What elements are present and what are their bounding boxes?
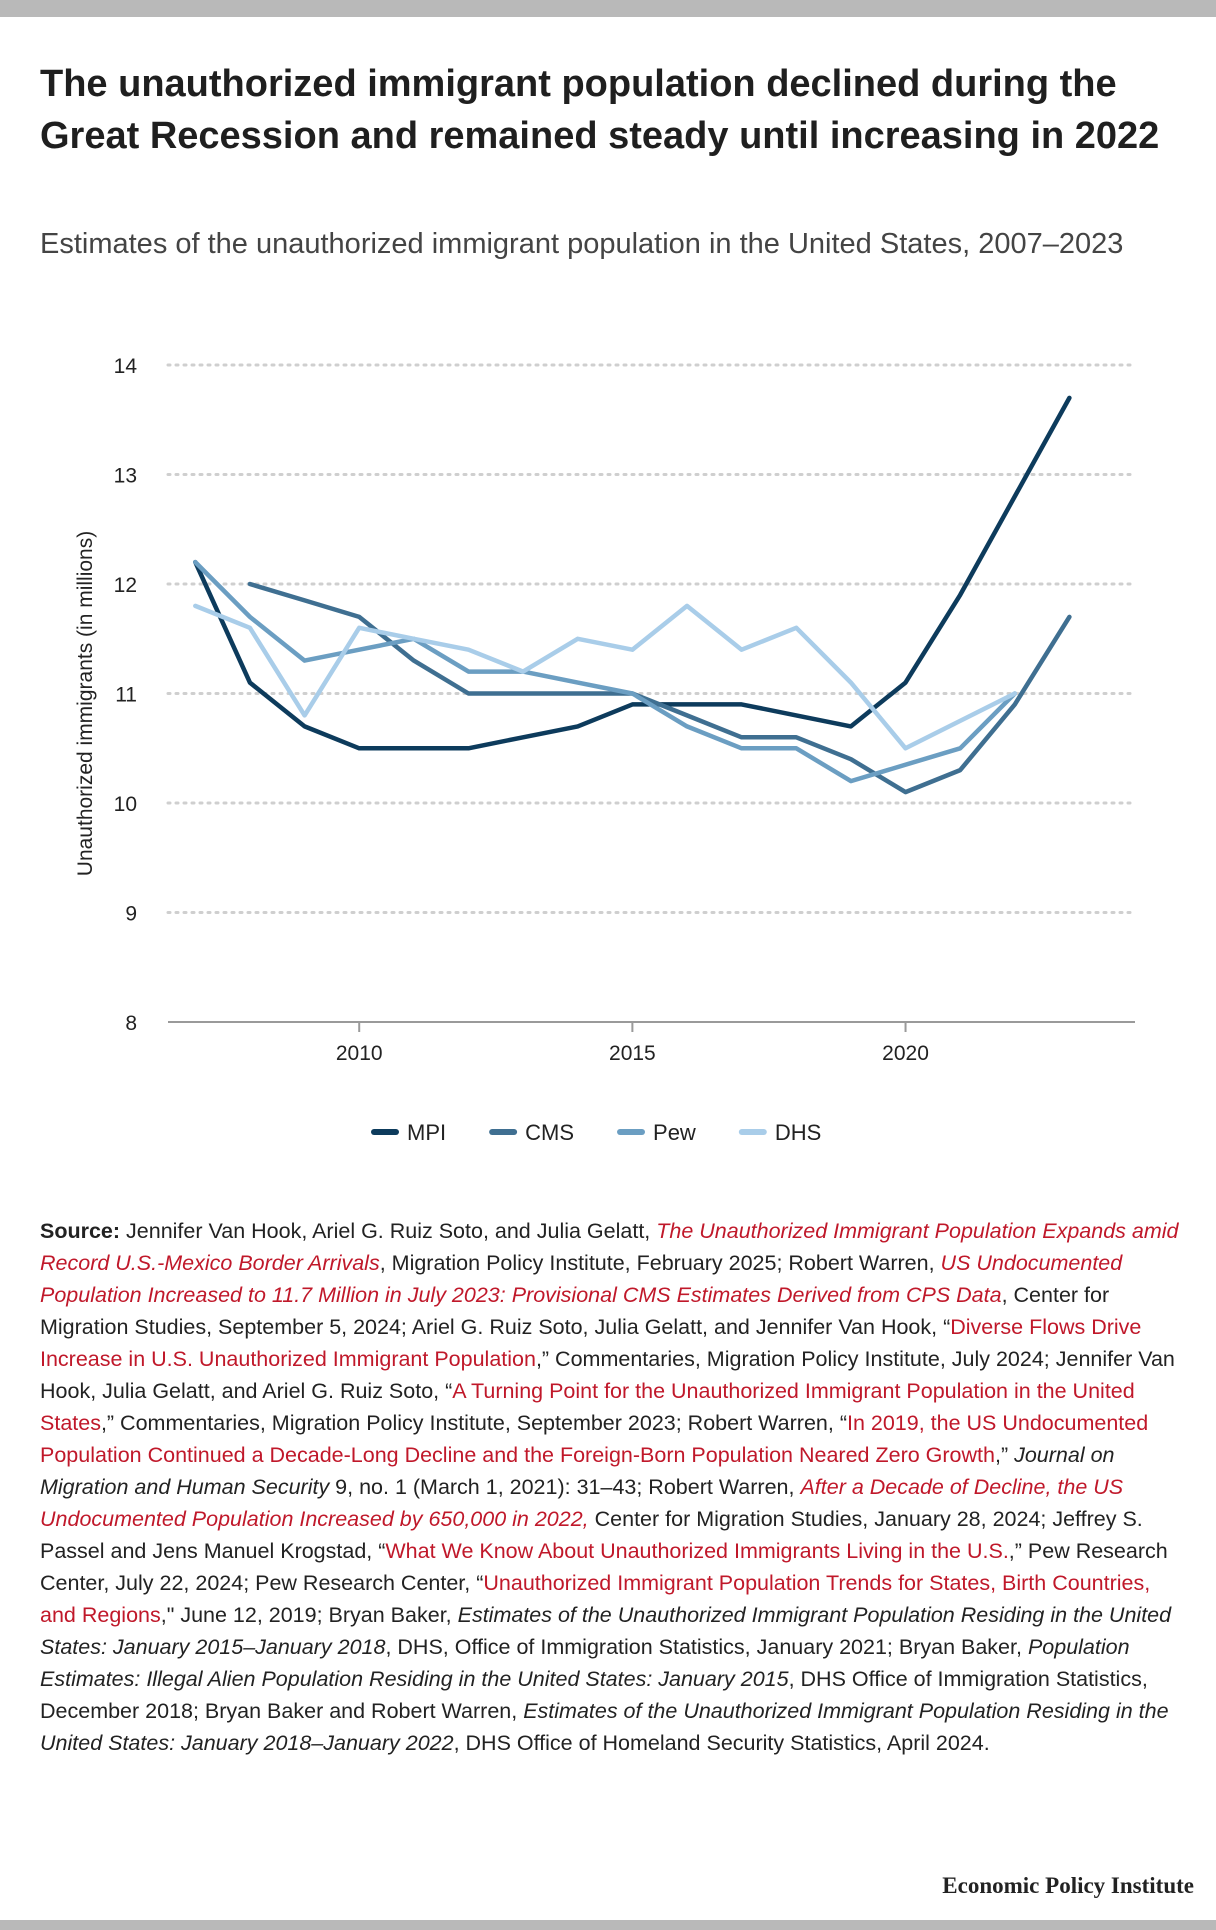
source-text: Jennifer Van Hook, Ariel G. Ruiz Soto, a… <box>120 1219 657 1243</box>
y-tick-label: 14 <box>114 355 138 378</box>
series-line-dhs <box>193 603 1018 751</box>
source-label: Source: <box>40 1219 121 1243</box>
series-line-cms <box>247 581 1072 795</box>
source-text: ,” Pew Research Center, July 22, 2024; P… <box>40 1539 1168 1595</box>
source-link[interactable]: A Turning Point for the Unauthorized Imm… <box>40 1379 1135 1435</box>
top-border-band <box>0 0 1216 17</box>
source-italic-title: Population Estimates: Illegal Alien Popu… <box>40 1635 1130 1691</box>
y-tick-label: 9 <box>125 903 137 926</box>
y-tick-label: 11 <box>115 684 137 707</box>
y-tick-label: 10 <box>114 793 137 816</box>
series-line-pew <box>193 559 1018 784</box>
source-text: ,” <box>994 1443 1015 1467</box>
source-link[interactable]: After a Decade of Decline, the US Undocu… <box>40 1475 1124 1531</box>
x-tick-label: 2020 <box>882 1042 929 1065</box>
source-text: Center for Migration Studies, January 28… <box>40 1507 1143 1563</box>
gridlines <box>166 363 1137 914</box>
source-link[interactable]: The Unauthorized Immigrant Population Ex… <box>40 1219 1179 1275</box>
y-axis-title: Unauthorized immigrants (in millions) <box>74 531 97 876</box>
source-text: , DHS Office of Immigration Statistics, … <box>40 1667 1148 1723</box>
source-italic-title: Estimates of the Unauthorized Immigrant … <box>40 1603 1172 1659</box>
line-chart: 8 9 10 11 12 13 14 2010 2015 2020 Unauthorized imm… <box>74 355 1137 1145</box>
x-tick-label: 2010 <box>336 1042 383 1065</box>
source-italic-title: Estimates of the Unauthorized Immigrant … <box>40 1699 1169 1755</box>
x-tick-label: 2015 <box>609 1042 656 1065</box>
source-text: 9, no. 1 (March 1, 2021): 31–43; Robert … <box>329 1475 801 1499</box>
legend-label-cms: CMS <box>525 1120 574 1145</box>
source-link[interactable]: Diverse Flows Drive Increase in U.S. Una… <box>40 1315 1142 1371</box>
source-italic-title: Journal on Migration and Human Security <box>40 1443 1115 1499</box>
source-text: , Center for Migration Studies, Septembe… <box>40 1283 1110 1339</box>
legend-label-mpi: MPI <box>407 1120 446 1145</box>
bottom-border-band <box>0 1920 1216 1930</box>
legend-label-dhs: DHS <box>775 1120 821 1145</box>
legend: MPI CMS Pew DHS <box>371 1120 821 1145</box>
legend-label-pew: Pew <box>653 1120 696 1145</box>
y-tick-label: 13 <box>114 465 137 488</box>
source-text: , Migration Policy Institute, February 2… <box>379 1251 941 1275</box>
epi-logo: Economic Policy Institute <box>942 1873 1194 1898</box>
chart-subtitle: Estimates of the unauthorized immigrant … <box>40 228 1124 260</box>
source-link[interactable]: US Undocumented Population Increased to … <box>40 1251 1123 1307</box>
source-text: ,” Commentaries, Migration Policy Instit… <box>40 1347 1175 1403</box>
source-text: ,” Commentaries, Migration Policy Instit… <box>100 1411 847 1435</box>
y-tick-label: 8 <box>125 1012 137 1035</box>
series-lines <box>193 395 1072 795</box>
chart-title: The unauthorized immigrant population de… <box>40 63 1160 157</box>
source-note: Source: Jennifer Van Hook, Ariel G. Ruiz… <box>40 1215 1180 1759</box>
source-text: , DHS Office of Homeland Security Statis… <box>453 1731 990 1755</box>
source-link[interactable]: In 2019, the US Undocumented Population … <box>40 1411 1149 1467</box>
source-link[interactable]: What We Know About Unauthorized Immigran… <box>385 1539 1009 1563</box>
source-text: ," June 12, 2019; Bryan Baker, <box>160 1603 458 1627</box>
y-tick-label: 12 <box>114 574 137 597</box>
source-link[interactable]: Unauthorized Immigrant Population Trends… <box>40 1571 1151 1627</box>
series-line-mpi <box>193 395 1072 751</box>
source-text: , DHS, Office of Immigration Statistics,… <box>385 1635 1028 1659</box>
axes: 8 9 10 11 12 13 14 2010 2015 2020 Unauthorized imm… <box>74 355 1135 1065</box>
